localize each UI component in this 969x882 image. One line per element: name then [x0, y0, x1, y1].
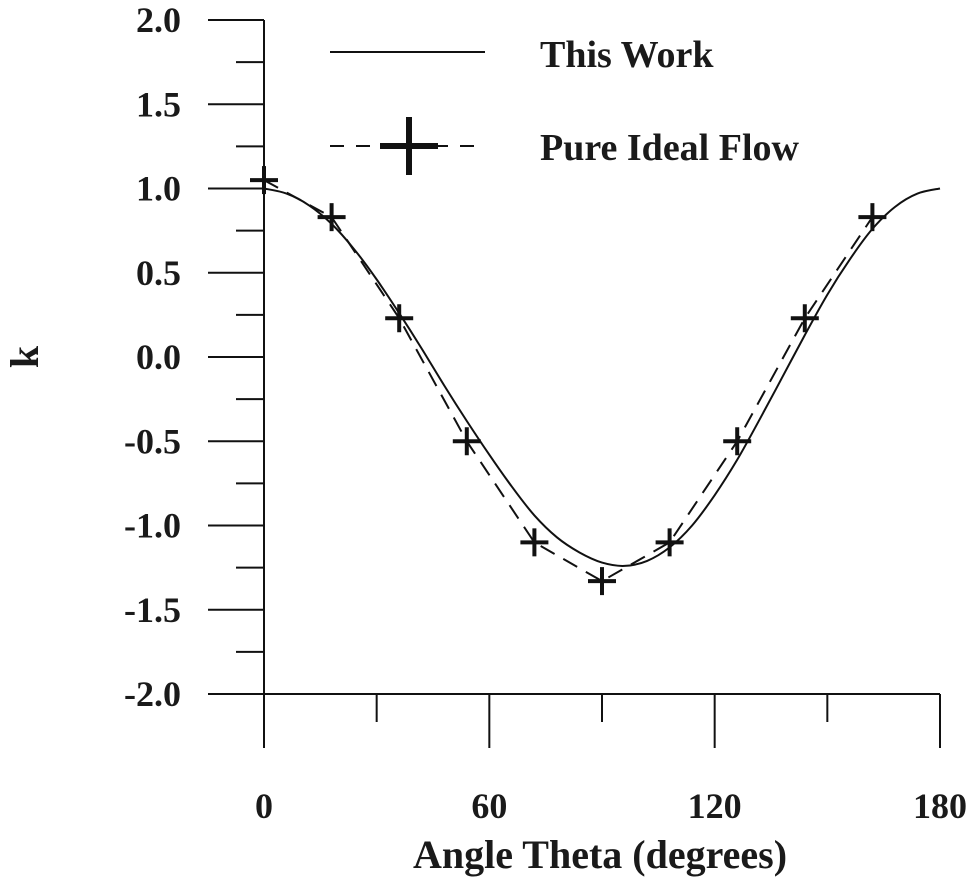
x-ticks: 0 60 120 180: [255, 694, 967, 826]
y-tick-label: -1.0: [124, 506, 181, 546]
plus-marker: [723, 427, 752, 456]
plus-marker: [250, 166, 278, 195]
legend-ideal-flow-label: Pure Ideal Flow: [540, 127, 800, 169]
y-tick-label: 0.0: [136, 337, 181, 377]
y-tick-label: -2.0: [124, 674, 181, 714]
y-tick-label: 0.5: [136, 253, 181, 293]
y-tick-label: 1.5: [136, 84, 181, 124]
y-tick-label: -1.5: [124, 590, 181, 630]
legend-this-work-label: This Work: [540, 34, 714, 76]
x-tick-label: 60: [471, 786, 507, 826]
plus-marker: [317, 203, 346, 232]
legend-ideal-flow-marker: [380, 117, 438, 175]
plus-marker: [385, 304, 414, 333]
plus-marker: [655, 528, 684, 557]
plus-marker: [452, 427, 481, 456]
legend: This Work Pure Ideal Flow: [330, 34, 800, 175]
y-tick-label: 2.0: [136, 0, 181, 40]
plus-marker: [858, 203, 887, 232]
series-line-0: [263, 187, 941, 567]
y-ticks: 2.0 1.5 1.0 0.5 0.0 -0.5 -1.0 -1.5 -2.0: [124, 0, 264, 714]
x-tick-label: 120: [688, 786, 742, 826]
x-tick-label: 180: [913, 786, 967, 826]
plus-marker: [520, 528, 549, 557]
x-axis-title: Angle Theta (degrees): [413, 832, 787, 877]
series-line-1: [263, 179, 874, 583]
y-tick-label: -0.5: [124, 421, 181, 461]
plus-marker: [790, 304, 819, 333]
x-tick-label: 0: [255, 786, 273, 826]
y-tick-label: 1.0: [136, 169, 181, 209]
plus-marker: [588, 567, 616, 596]
y-axis-title: k: [2, 345, 47, 368]
plot-area: [250, 166, 941, 596]
